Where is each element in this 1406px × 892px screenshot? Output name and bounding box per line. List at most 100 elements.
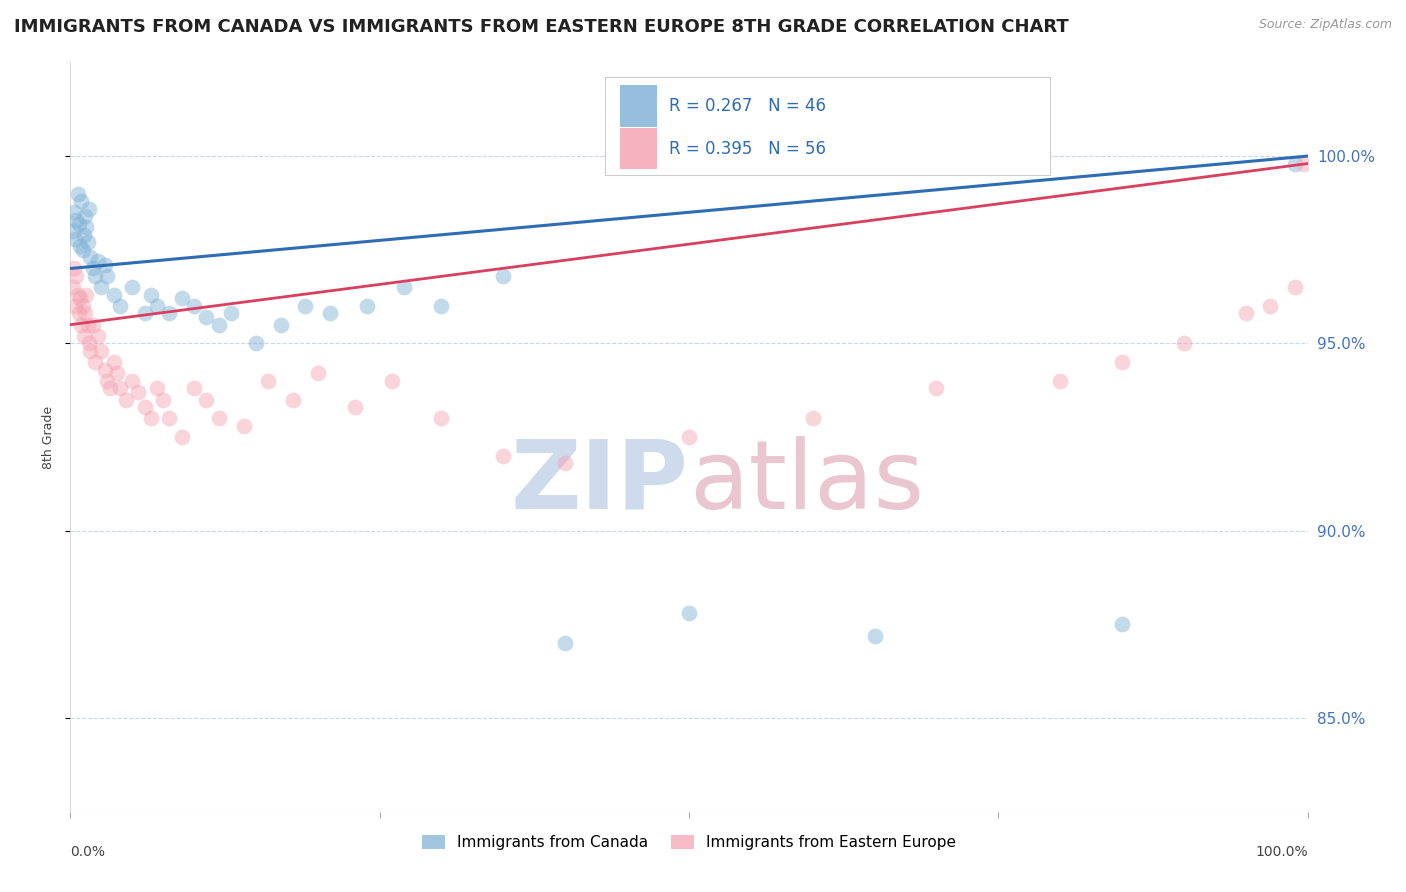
Point <box>73 329 96 343</box>
Point <box>77 336 100 351</box>
Point <box>554 636 576 650</box>
Point <box>62 224 84 238</box>
Point <box>343 400 366 414</box>
Point <box>70 194 93 208</box>
Point <box>1173 336 1195 351</box>
Point <box>108 299 131 313</box>
Point <box>63 205 86 219</box>
Point <box>195 310 218 325</box>
Point <box>76 318 98 332</box>
Point <box>108 381 131 395</box>
Point <box>1292 156 1315 170</box>
Point <box>86 254 108 268</box>
Point <box>219 306 242 320</box>
Point <box>90 280 112 294</box>
Point <box>79 343 101 358</box>
Point <box>98 381 121 395</box>
Point <box>208 411 231 425</box>
Point <box>183 299 205 313</box>
FancyBboxPatch shape <box>605 78 1050 175</box>
Point <box>134 306 156 320</box>
Point <box>146 381 169 395</box>
Point <box>1260 299 1282 313</box>
Point <box>66 287 89 301</box>
Point <box>67 217 90 231</box>
Point <box>157 306 180 320</box>
Point <box>77 202 100 216</box>
Point <box>152 392 174 407</box>
Point <box>105 367 128 381</box>
Text: IMMIGRANTS FROM CANADA VS IMMIGRANTS FROM EASTERN EUROPE 8TH GRADE CORRELATION C: IMMIGRANTS FROM CANADA VS IMMIGRANTS FRO… <box>14 18 1069 36</box>
Point <box>72 299 94 313</box>
Point <box>678 606 700 620</box>
Point <box>94 362 117 376</box>
FancyBboxPatch shape <box>620 128 657 169</box>
FancyBboxPatch shape <box>620 86 657 127</box>
Point <box>157 411 180 425</box>
Point <box>139 411 162 425</box>
Point <box>232 418 254 433</box>
Text: ZIP: ZIP <box>510 435 689 529</box>
Point <box>245 336 267 351</box>
Point <box>183 381 205 395</box>
Point <box>65 212 87 227</box>
Point <box>67 306 90 320</box>
Point <box>75 220 97 235</box>
Point <box>69 239 91 253</box>
Point <box>65 299 87 313</box>
Text: 0.0%: 0.0% <box>70 846 105 859</box>
Point <box>134 400 156 414</box>
Point <box>1284 156 1306 170</box>
Point <box>492 449 515 463</box>
Point <box>801 411 824 425</box>
Point <box>121 280 143 294</box>
Point <box>1111 617 1133 632</box>
Point <box>1284 280 1306 294</box>
Point <box>115 392 138 407</box>
Point <box>554 456 576 470</box>
Text: R = 0.395   N = 56: R = 0.395 N = 56 <box>669 140 827 158</box>
Point <box>82 261 104 276</box>
Point <box>127 385 149 400</box>
Point <box>319 306 342 320</box>
Point <box>170 430 193 444</box>
Point <box>63 261 86 276</box>
Point <box>863 629 886 643</box>
Point <box>65 231 87 245</box>
Point <box>82 318 104 332</box>
Text: 100.0%: 100.0% <box>1256 846 1308 859</box>
Y-axis label: 8th Grade: 8th Grade <box>42 406 55 468</box>
Point <box>73 227 96 242</box>
Point <box>86 329 108 343</box>
Text: R = 0.267   N = 46: R = 0.267 N = 46 <box>669 97 827 115</box>
Point <box>139 287 162 301</box>
Point <box>62 280 84 294</box>
Point <box>146 299 169 313</box>
Point <box>96 374 118 388</box>
Point <box>72 243 94 257</box>
Point <box>678 430 700 444</box>
Point <box>76 235 98 250</box>
Point <box>492 268 515 283</box>
Point <box>170 292 193 306</box>
Point <box>1234 306 1257 320</box>
Point <box>94 258 117 272</box>
Point <box>66 186 89 201</box>
Point <box>294 299 316 313</box>
Point <box>70 318 93 332</box>
Point <box>270 318 292 332</box>
Point <box>69 292 91 306</box>
Point <box>381 374 404 388</box>
Point <box>103 355 125 369</box>
Point <box>90 343 112 358</box>
Point <box>84 355 107 369</box>
Point <box>257 374 280 388</box>
Point <box>208 318 231 332</box>
Point <box>121 374 143 388</box>
Point <box>430 299 453 313</box>
Point <box>65 268 87 283</box>
Point <box>281 392 304 407</box>
Legend: Immigrants from Canada, Immigrants from Eastern Europe: Immigrants from Canada, Immigrants from … <box>416 830 962 856</box>
Point <box>195 392 218 407</box>
Text: atlas: atlas <box>689 435 924 529</box>
